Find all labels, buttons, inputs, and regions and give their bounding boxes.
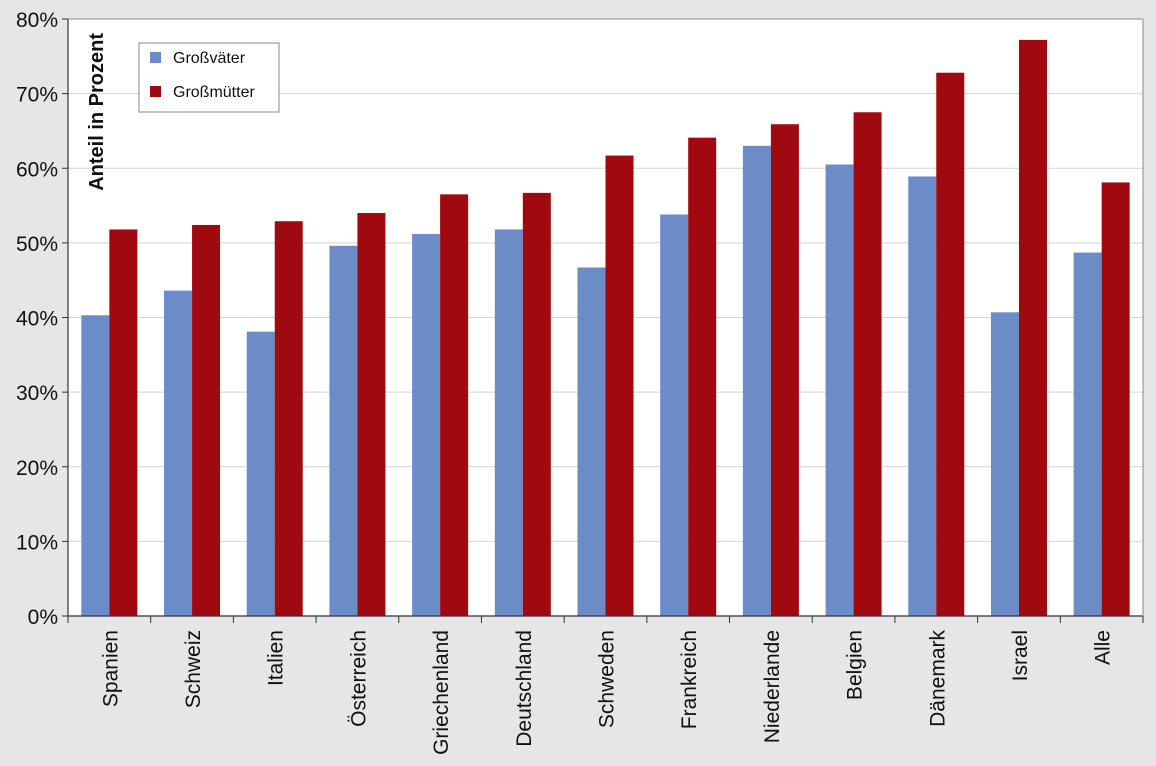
legend-label: Großmütter <box>173 84 255 101</box>
x-tick-label: Österreich <box>347 630 370 727</box>
legend-swatch <box>150 52 161 63</box>
bar-grossmuetter <box>688 137 717 616</box>
x-tick-label: Niederlande <box>761 630 784 743</box>
bar-grossvaeter <box>164 290 193 616</box>
x-tick-label: Spanien <box>99 630 122 707</box>
y-tick-label: 40% <box>16 308 58 331</box>
bar-grossmuetter <box>936 72 965 617</box>
bar-grossmuetter <box>440 194 469 616</box>
bar-grossvaeter <box>329 245 358 617</box>
x-tick-label: Dänemark <box>926 630 949 727</box>
x-tick-label: Griechenland <box>430 630 453 755</box>
y-tick-label: 20% <box>16 457 58 480</box>
bar-grossmuetter <box>522 192 551 616</box>
legend: Großväter Großmütter <box>138 42 280 113</box>
x-tick-label: Italien <box>265 630 288 686</box>
bar-grossvaeter <box>412 233 441 617</box>
bar-grossvaeter <box>660 214 689 616</box>
bar-grossvaeter <box>577 267 606 616</box>
bar-grossmuetter <box>274 221 303 616</box>
bar-grossmuetter <box>770 124 799 616</box>
x-tick-label: Deutschland <box>513 630 536 747</box>
bar-grossvaeter <box>990 312 1019 616</box>
y-tick-label: 0% <box>28 606 58 629</box>
bar-grossmuetter <box>357 213 386 616</box>
y-tick-label: 60% <box>16 158 58 181</box>
bar-grossmuetter <box>605 155 634 616</box>
x-tick-label: Schweden <box>596 630 619 728</box>
bar-grossvaeter <box>825 164 854 617</box>
y-tick-label: 30% <box>16 382 58 405</box>
y-tick-label: 80% <box>16 9 58 32</box>
bar-grossmuetter <box>1018 39 1047 616</box>
bar-grossvaeter <box>81 315 110 616</box>
x-tick-label: Alle <box>1092 630 1115 665</box>
legend-swatch <box>150 86 161 97</box>
bar-grossvaeter <box>908 176 937 617</box>
y-tick-label: 10% <box>16 531 58 554</box>
bar-grossmuetter <box>192 224 221 616</box>
legend-box <box>138 42 280 113</box>
bar-grossmuetter <box>1101 182 1130 616</box>
x-tick-label: Schweiz <box>182 630 205 708</box>
legend-label: Großväter <box>173 50 246 67</box>
y-axis-label: Anteil in Prozent <box>86 33 108 191</box>
y-tick-label: 50% <box>16 233 58 256</box>
y-tick-label: 70% <box>16 84 58 107</box>
bar-grossvaeter <box>494 229 523 616</box>
x-tick-label: Israel <box>1009 630 1032 681</box>
x-tick-label: Frankreich <box>678 630 701 729</box>
bar-grossvaeter <box>246 331 275 616</box>
bar-grossmuetter <box>109 229 138 616</box>
bar-grossvaeter <box>1073 252 1102 617</box>
bar-grossvaeter <box>742 145 771 617</box>
bar-grossmuetter <box>853 112 882 616</box>
x-tick-label: Belgien <box>844 630 867 700</box>
